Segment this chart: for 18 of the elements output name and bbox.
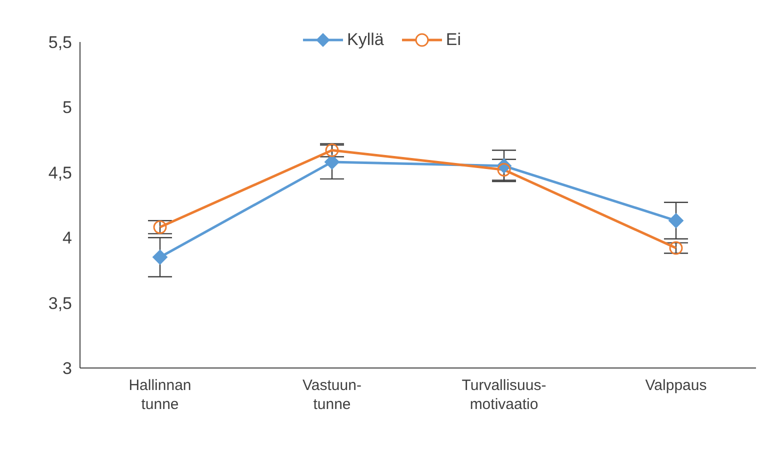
- y-tick-label: 5,5: [48, 33, 72, 52]
- point: [152, 250, 168, 265]
- x-tick-label: Turvallisuus- motivaatio: [462, 377, 546, 413]
- legend-label: Kyllä: [347, 30, 384, 50]
- point: [324, 154, 340, 170]
- x-tick-label: Hallinnan tunne: [128, 377, 192, 413]
- y-tick-label: 4,5: [48, 163, 72, 182]
- y-tick-label: 4: [62, 228, 72, 248]
- legend-label: Ei: [446, 30, 461, 50]
- point: [153, 220, 167, 234]
- x-tick-label: Vastuun- tunne: [302, 377, 362, 413]
- y-tick-label: 3,5: [48, 294, 72, 313]
- x-tick-label: Valppaus: [645, 377, 707, 394]
- point: [668, 213, 684, 228]
- point: [669, 241, 683, 255]
- y-tick-label: 5: [62, 98, 72, 118]
- y-tick-label: 3: [62, 359, 72, 378]
- point: [497, 163, 511, 177]
